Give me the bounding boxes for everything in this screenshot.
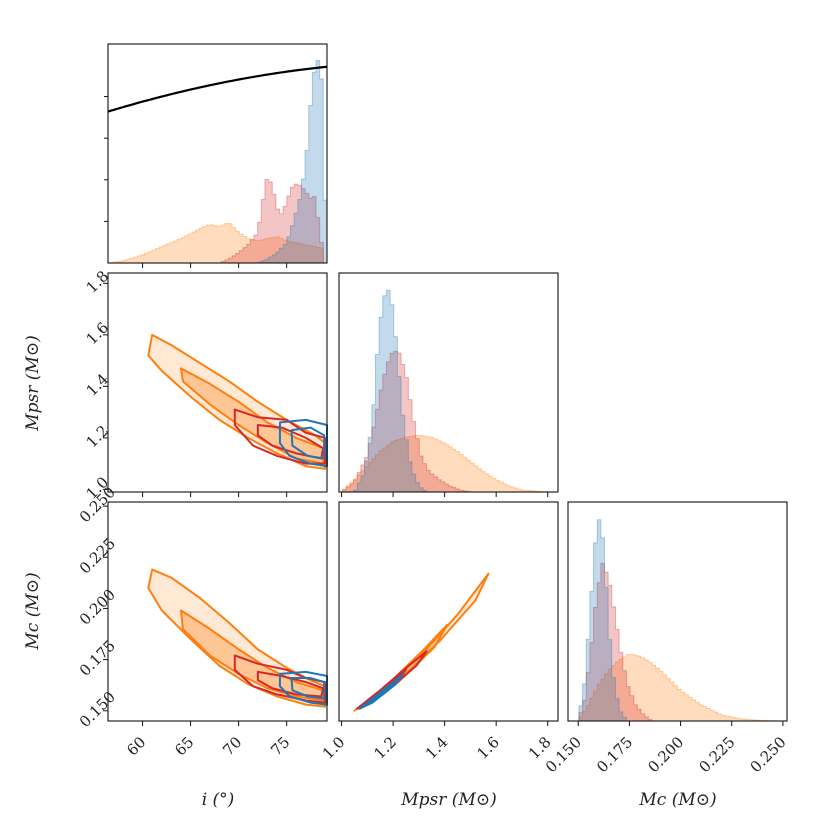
contour-blue-inner [366,683,395,706]
xtick-label: 1.0 [319,733,349,763]
xtick-label: 1.4 [422,733,452,763]
panel-i_vs_M_psr [107,272,328,493]
xtick-label: 65 [171,733,197,759]
histogram-i-orange [107,222,327,264]
xtick-label: 0.200 [644,733,687,776]
xtick-label: 0.225 [695,733,738,776]
xlabel-mpsr: Mpsr (M⊙) [400,790,496,810]
ytick-label: 0.175 [76,637,119,680]
ytick-label: 0.225 [76,534,119,577]
contour-orange-outer [353,572,490,712]
xtick-label: 0.150 [542,733,585,776]
xlabel-i: i (°) [202,790,235,810]
panel-M_c-marginal [567,501,788,722]
panel-i-marginal [107,43,328,264]
ytick-label: 0.150 [76,688,119,731]
histogram-M_psr-orange [339,434,558,493]
xtick-label: 70 [219,733,245,759]
xlabel-mc: Mc (M⊙) [638,790,716,810]
contour-blue-outer [358,672,405,710]
contour-blue-inner [290,426,326,460]
joint-i_vs_M_c [147,568,328,708]
ytick-label: 0.200 [76,585,119,628]
contour-blue-inner [290,677,326,700]
xtick-label: 1.6 [473,733,503,763]
marginal-M_c [568,519,787,722]
histogram-M_c-orange [568,654,787,722]
xtick-label: 0.175 [593,733,636,776]
prior-curve [107,65,328,113]
marginal-i [107,59,328,264]
ylabel-mpsr: Mpsr (M⊙) [23,335,43,431]
contour-blue-outer [278,670,328,706]
marginal-M_psr [339,289,558,493]
ylabel-mc: Mc (M⊙) [23,572,43,650]
xtick-label: 0.250 [747,733,790,776]
contour-red-inner [256,670,325,698]
xtick-label: 75 [267,733,293,759]
contour-red-outer [233,408,327,465]
xtick-label: 1.2 [370,733,400,763]
panel-M_psr_vs_M_c [338,501,559,722]
contour-blue-outer [278,418,328,468]
panel-M_psr-marginal [338,272,559,493]
contour-orange-outer [147,568,327,708]
contour-red-outer [233,654,327,704]
joint-M_psr_vs_M_c [353,572,490,712]
xtick-label: 60 [123,733,149,759]
panel-i_vs_M_c [107,501,328,722]
joint-i_vs_M_psr [147,333,328,470]
